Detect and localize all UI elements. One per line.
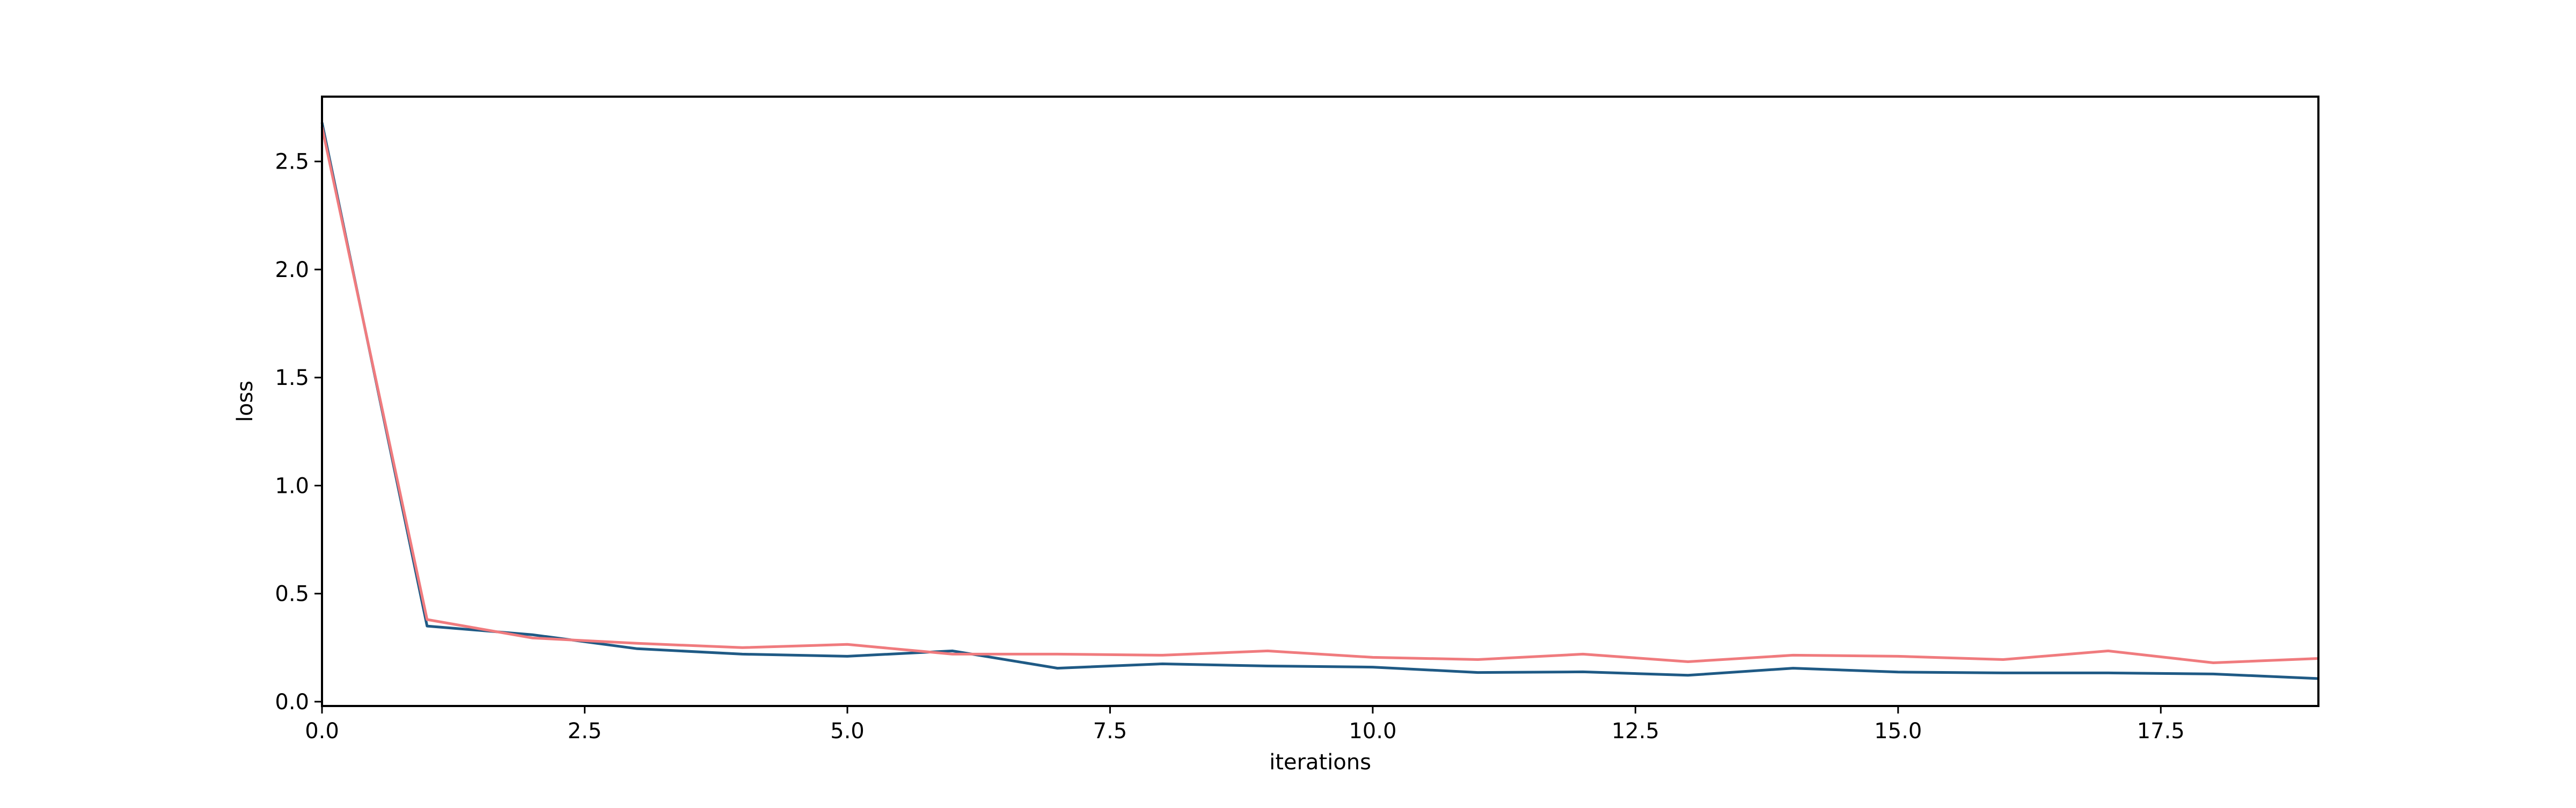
y-tick-label: 0.5 <box>275 582 309 607</box>
y-axis-ticks: 0.0 0.5 1.0 1.5 2.0 2.5 <box>275 150 322 715</box>
y-tick-label: 1.5 <box>275 366 309 390</box>
x-tick-label: 17.5 <box>2137 719 2185 744</box>
y-tick-label: 0.0 <box>275 690 309 715</box>
x-axis-ticks: 0.0 2.5 5.0 7.5 10.0 12.5 15.0 17.5 <box>305 706 2185 744</box>
x-tick-label: 0.0 <box>305 719 339 744</box>
plot-lines <box>320 122 2319 680</box>
y-tick-label: 1.0 <box>275 474 309 498</box>
x-axis-title: iterations <box>1269 750 1371 775</box>
x-tick-label: 10.0 <box>1349 719 1396 744</box>
y-tick-label: 2.5 <box>275 150 309 174</box>
series-line-1 <box>320 122 2319 680</box>
y-tick-label: 2.0 <box>275 258 309 282</box>
axes-frame <box>321 96 2319 707</box>
series-line-2 <box>320 126 2319 664</box>
x-tick-label: 5.0 <box>830 719 865 744</box>
x-tick-label: 2.5 <box>568 719 602 744</box>
y-axis-title: loss <box>233 381 258 422</box>
x-tick-label: 7.5 <box>1093 719 1128 744</box>
x-tick-label: 15.0 <box>1874 719 1922 744</box>
x-tick-label: 12.5 <box>1612 719 1659 744</box>
